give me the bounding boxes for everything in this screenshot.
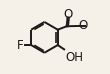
Text: F: F [16, 39, 23, 52]
Text: OH: OH [65, 51, 83, 64]
Text: O: O [63, 8, 73, 21]
Text: O: O [79, 19, 88, 32]
